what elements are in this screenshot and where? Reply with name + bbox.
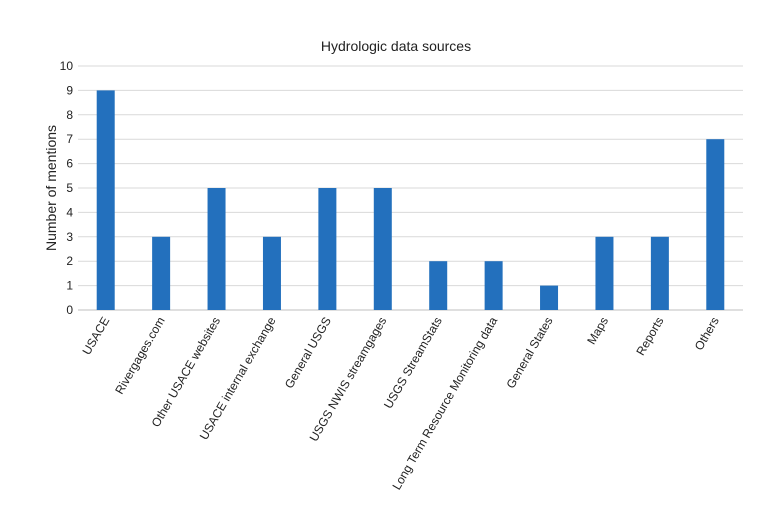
y-axis-title: Number of mentions (43, 125, 59, 251)
y-tick-label: 6 (66, 157, 73, 171)
gridlines (78, 65, 743, 311)
bars (96, 90, 725, 311)
y-tick-label: 1 (66, 279, 73, 293)
y-tick-label: 2 (66, 254, 73, 268)
x-tick-label: USACE (80, 315, 113, 358)
y-tick-label: 8 (66, 108, 73, 122)
bar (207, 188, 226, 310)
bar (318, 188, 337, 310)
y-tick-label: 10 (60, 59, 74, 73)
x-tick-label: USGS StreamStats (381, 315, 445, 412)
x-tick-label: Others (692, 315, 722, 353)
y-tick-label: 0 (66, 303, 73, 317)
y-tick-label: 3 (66, 230, 73, 244)
x-tick-label: Maps (584, 315, 611, 347)
x-tick-label: Long Term Resource Monitoring data (389, 314, 500, 492)
y-tick-label: 4 (66, 205, 73, 219)
bar (96, 90, 115, 311)
bar (484, 261, 503, 310)
x-tick-label: General States (503, 315, 555, 391)
y-tick-label: 7 (66, 132, 73, 146)
bar (650, 236, 669, 310)
bar (373, 188, 392, 310)
x-tick-label: General USGS (282, 315, 334, 391)
y-tick-labels: 0 1 2 3 4 5 6 7 8 9 10 (60, 59, 74, 317)
bar (706, 139, 725, 310)
bar (540, 285, 559, 310)
bar (595, 236, 614, 310)
bar (262, 236, 281, 310)
chart-title: Hydrologic data sources (321, 38, 471, 54)
x-tick-label: Reports (633, 315, 666, 358)
bar (429, 261, 448, 310)
y-tick-label: 5 (66, 181, 73, 195)
y-tick-label: 9 (66, 83, 73, 97)
x-tick-label: Rivergages.com (112, 314, 167, 396)
bar (152, 236, 171, 310)
